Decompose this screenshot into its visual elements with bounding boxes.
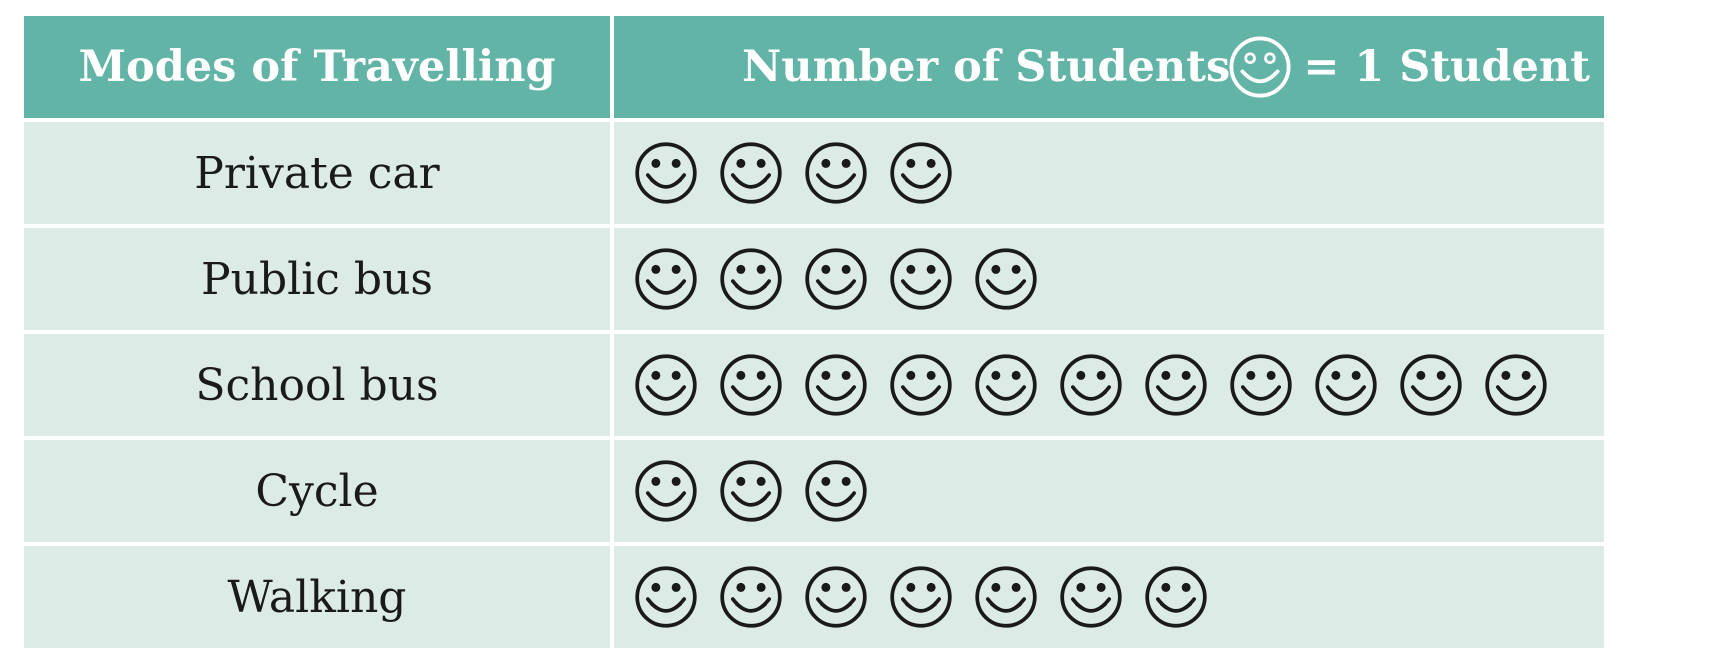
smiley-face-icon	[805, 566, 867, 628]
smiley-face-icon	[890, 248, 952, 310]
pictograph-table: Modes of Travelling Number of Students =…	[24, 16, 1700, 648]
row-label-cell: Private car	[24, 122, 610, 224]
smiley-face-icon	[1145, 354, 1207, 416]
smiley-face-icon	[805, 142, 867, 204]
row-label-cell: Public bus	[24, 228, 610, 330]
smiley-face-icon	[720, 460, 782, 522]
header-students-label: Number of Students	[742, 42, 1231, 92]
row-icons	[614, 228, 1604, 330]
smiley-face-icon	[805, 460, 867, 522]
smiley-face-icon	[975, 248, 1037, 310]
smiley-face-icon	[1315, 354, 1377, 416]
row-icons	[614, 440, 1604, 542]
smiley-face-icon	[975, 354, 1037, 416]
smiley-face-icon	[720, 248, 782, 310]
legend-smiley-icon	[1229, 36, 1291, 98]
smiley-face-icon	[890, 354, 952, 416]
smiley-face-icon	[805, 354, 867, 416]
smiley-face-icon	[720, 142, 782, 204]
smiley-face-icon	[1060, 566, 1122, 628]
smiley-face-icon	[890, 142, 952, 204]
header-modes-label: Modes of Travelling	[78, 42, 556, 92]
row-label-cell: Cycle	[24, 440, 610, 542]
row-label: Private car	[194, 147, 440, 199]
smiley-face-icon	[635, 354, 697, 416]
row-label-cell: Walking	[24, 546, 610, 648]
smiley-face-icon	[1060, 354, 1122, 416]
smiley-face-icon	[635, 248, 697, 310]
legend-key-label: = 1 Student	[1303, 42, 1590, 92]
row-label: Cycle	[255, 465, 379, 517]
legend-key: = 1 Student	[1227, 34, 1590, 100]
row-icons	[614, 334, 1604, 436]
smiley-face-icon	[635, 460, 697, 522]
row-icons	[614, 122, 1604, 224]
row-label: Public bus	[201, 253, 433, 305]
smiley-face-icon	[890, 566, 952, 628]
row-icons	[614, 546, 1604, 648]
header-students: Number of Students = 1 Student	[614, 16, 1604, 118]
header-modes: Modes of Travelling	[24, 16, 610, 118]
row-label: School bus	[195, 359, 439, 411]
smiley-face-icon	[720, 354, 782, 416]
smiley-face-icon	[1145, 566, 1207, 628]
row-label: Walking	[227, 571, 407, 623]
smiley-face-icon	[1230, 354, 1292, 416]
smiley-face-icon	[975, 566, 1037, 628]
smiley-face-icon	[635, 142, 697, 204]
smiley-face-icon	[720, 566, 782, 628]
smiley-face-icon	[635, 566, 697, 628]
smiley-face-icon	[1400, 354, 1462, 416]
smiley-face-icon	[1485, 354, 1547, 416]
smiley-face-icon	[805, 248, 867, 310]
row-label-cell: School bus	[24, 334, 610, 436]
